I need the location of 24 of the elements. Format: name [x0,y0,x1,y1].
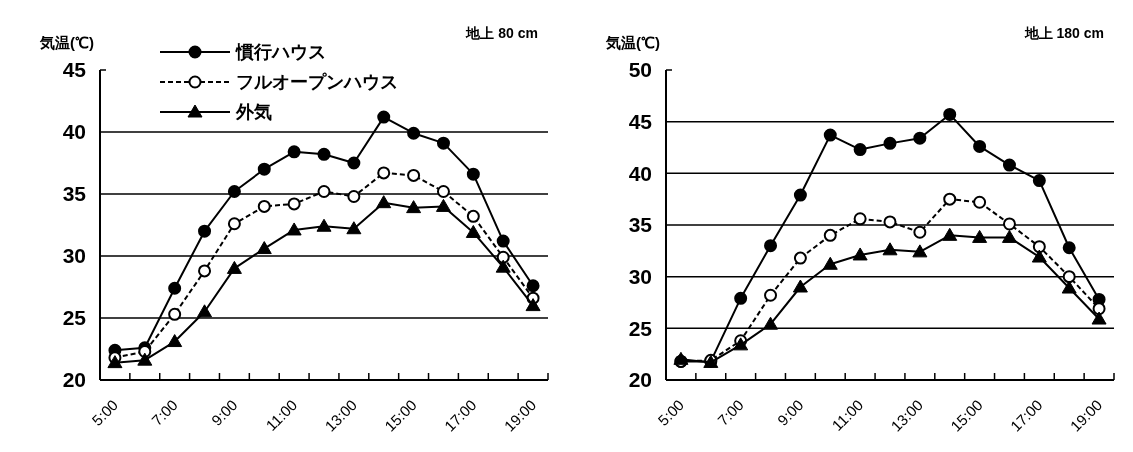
y-tick-label: 40 [628,161,652,185]
y-axis-title: 気温(℃) [39,34,94,51]
x-tick-label: 7:00 [714,396,747,429]
legend-label: 外気 [235,102,272,123]
y-tick-label: 30 [628,265,652,289]
y-tick-label: 45 [628,110,653,134]
text: 地上 80 cm [465,25,538,41]
y-tick-label: 25 [628,316,653,340]
y-tick-label: 30 [62,244,86,268]
y-tick-label: 50 [628,58,652,82]
legend-label: フルオープンハウス [236,72,398,93]
y-tick-label: 35 [62,182,87,206]
y-tick-label: 35 [628,213,653,237]
y-tick-label: 25 [62,306,87,330]
x-tick-label: 7:00 [148,396,181,429]
y-tick-label: 20 [628,368,652,392]
x-tick-label: 9:00 [207,396,241,429]
y-tick-label: 20 [62,368,86,392]
y-tick-label: 45 [62,58,87,82]
text: 地上 180 cm [1023,25,1104,41]
x-tick-label: 9:00 [773,396,807,429]
y-tick-label: 40 [62,120,86,144]
y-axis-title: 気温(℃) [605,34,660,51]
legend-label: 慣行ハウス [235,42,326,63]
